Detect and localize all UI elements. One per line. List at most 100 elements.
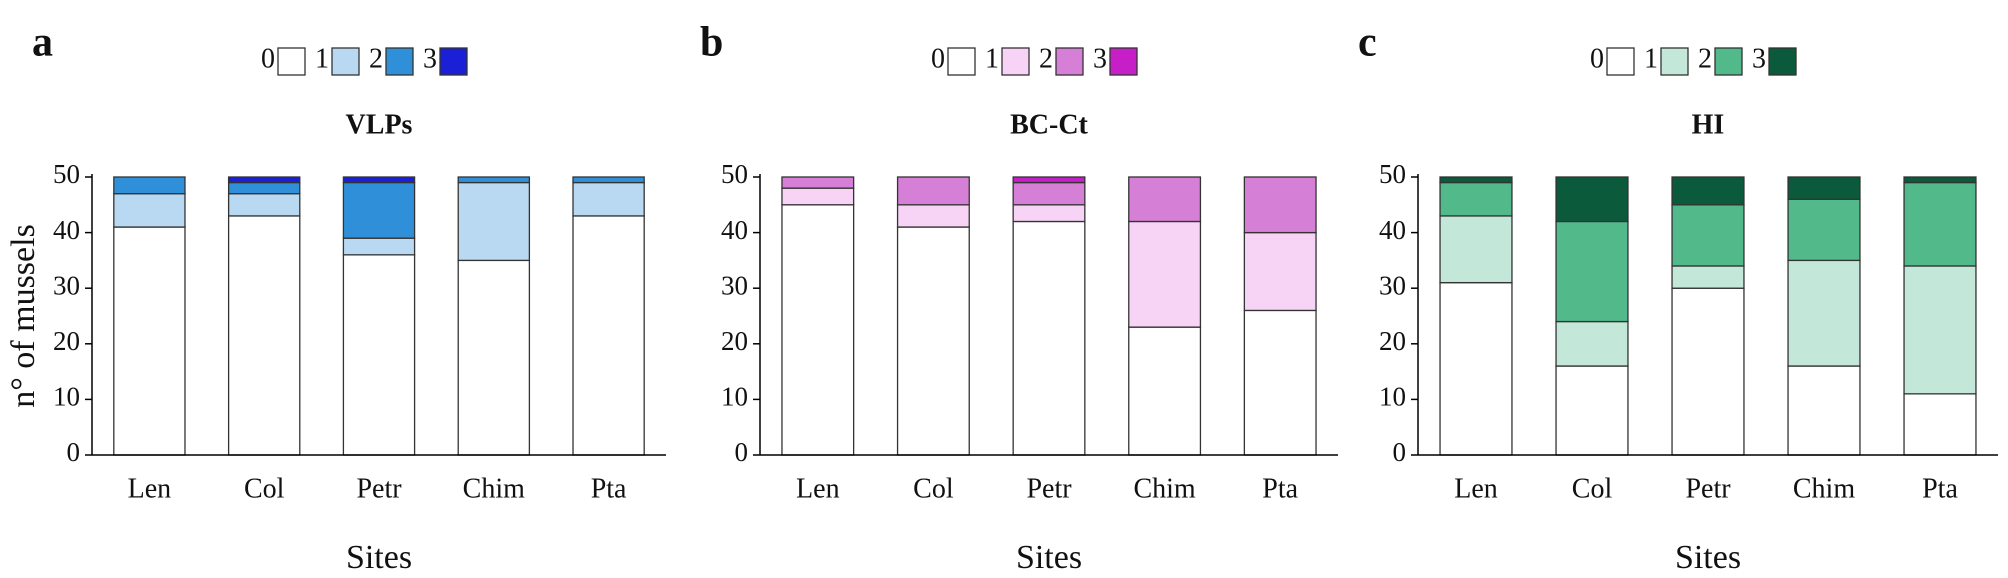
x-tick-label: Col [1572,473,1613,504]
x-tick-label: Chim [1793,473,1855,504]
bar-segment [1012,204,1086,223]
bar-segment [1555,176,1629,223]
legend-label: 1 [985,43,999,74]
bar-segment [1012,181,1086,206]
bar-segment [227,215,301,456]
bar-segment [227,193,301,217]
bar-segment [1787,365,1861,456]
bar-segment [1787,259,1861,367]
bar-segment [1787,176,1861,200]
bar-segment [342,237,416,256]
bar-segment [1439,181,1513,217]
bar-segment [896,226,970,456]
panel-label: a [32,20,53,66]
chart-title: VLPs [346,109,413,140]
bar-segment [457,259,531,456]
x-tick-label: Pta [591,473,627,504]
x-tick-label: Pta [1262,473,1298,504]
bar-segment [1555,365,1629,456]
panel-label: b [700,20,723,66]
y-tick-label: 20 [721,326,748,356]
bar-segment [1903,265,1977,395]
legend-swatch [1768,47,1797,76]
legend-label: 3 [1752,43,1766,74]
panel-label: c [1358,20,1377,66]
x-tick-label: Petr [356,473,402,504]
bar-segment [227,181,301,195]
y-tick-label: 50 [53,159,80,189]
legend-label: 1 [1644,43,1658,74]
bar-segment [781,204,855,456]
y-tick-label: 0 [735,437,749,467]
y-tick-label: 10 [53,382,80,412]
x-tick-label: Chim [463,473,525,504]
y-tick-label: 30 [721,270,748,300]
legend-label: 3 [1093,43,1107,74]
x-tick-label: Col [913,473,954,504]
legend-swatch [277,47,306,76]
bar-segment [342,254,416,456]
legend-swatch [1660,47,1689,76]
chart-title: BC-Ct [1010,109,1088,140]
legend-label: 2 [1039,43,1053,74]
legend-swatch [385,47,414,76]
bar-segment [1903,393,1977,456]
bar-segment [896,204,970,228]
legend-label: 0 [931,43,945,74]
x-tick-label: Chim [1133,473,1195,504]
bar-segment [572,176,645,184]
bar-segment [1243,176,1317,234]
bar-segment [1671,176,1745,206]
bar-segment [1012,176,1086,184]
bar-segment [572,215,645,456]
bar-segment [1903,181,1977,267]
legend-label: 2 [1698,43,1712,74]
bar-segment [572,181,645,217]
legend-swatch [439,47,468,76]
bar-segment [1787,198,1861,262]
y-tick-label: 0 [1393,437,1407,467]
bar-segment [113,193,186,228]
legend-label: 1 [315,43,329,74]
bar-segment [113,176,186,195]
bar-segment [1671,204,1745,267]
legend-label: 0 [1590,43,1604,74]
legend-swatch [1714,47,1743,76]
legend-swatch [947,47,976,76]
bar-segment [1439,215,1513,284]
y-tick-label: 10 [1379,382,1406,412]
bar-segment [457,176,531,184]
bar-segment [457,181,531,262]
bar-segment [1243,231,1317,312]
legend-label: 3 [423,43,437,74]
legend-swatch [1606,47,1635,76]
bar-segment [1903,176,1977,184]
y-tick-label: 40 [721,215,748,245]
bar-segment [1439,281,1513,456]
x-tick-label: Len [796,473,840,504]
bar-segment [342,181,416,239]
bar-segment [1128,326,1202,456]
legend-swatch [331,47,360,76]
y-tick-label: 40 [1379,215,1406,245]
bar-segment [1555,320,1629,367]
bar-segment [1243,309,1317,456]
x-axis-title: Sites [1675,539,1741,576]
y-tick-label: 30 [53,270,80,300]
legend-label: 2 [369,43,383,74]
bar-segment [1671,287,1745,456]
legend-swatch [1055,47,1084,76]
x-tick-label: Len [128,473,172,504]
x-axis-title: Sites [1016,539,1082,576]
x-tick-label: Petr [1026,473,1072,504]
bar-segment [1439,176,1513,184]
bar-segment [896,176,970,206]
x-tick-label: Len [1454,473,1498,504]
x-axis-title: Sites [346,539,412,576]
bar-segment [1128,220,1202,328]
y-tick-label: 50 [1379,159,1406,189]
legend-label: 0 [261,43,275,74]
bar-segment [1671,265,1745,289]
